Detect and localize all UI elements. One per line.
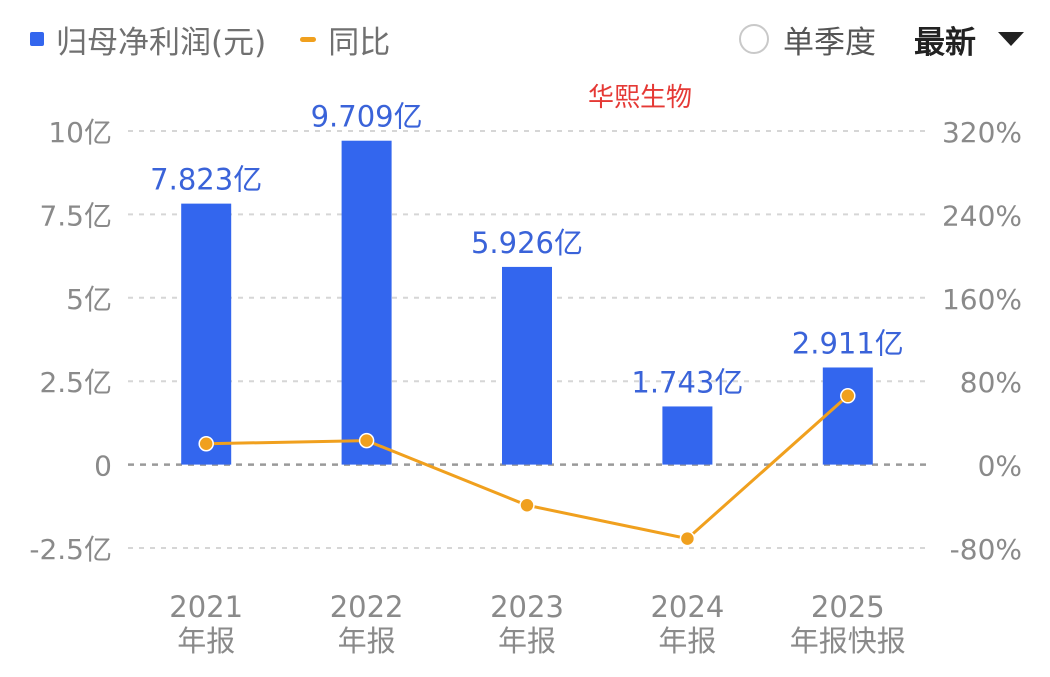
yoy-point bbox=[198, 436, 214, 452]
x-tick-label-type: 年报 bbox=[338, 624, 396, 658]
x-tick-label-year: 2025 bbox=[811, 590, 885, 624]
bar bbox=[662, 406, 713, 465]
y-right-tick-label: -80% bbox=[950, 533, 1022, 566]
bar bbox=[502, 266, 552, 465]
period-select[interactable]: 最新 bbox=[914, 17, 1024, 62]
bar-data-label: 1.743亿 bbox=[631, 365, 743, 399]
y-left-tick-label: -2.5亿 bbox=[29, 533, 112, 566]
bar bbox=[181, 203, 232, 465]
x-tick-label-type: 年报 bbox=[177, 624, 235, 658]
y-right-tick-label: 240% bbox=[942, 199, 1022, 232]
bar-data-label: 2.911亿 bbox=[792, 326, 904, 360]
bar-swatch-icon bbox=[30, 32, 44, 46]
y-left-tick-label: 2.5亿 bbox=[39, 366, 112, 399]
quarter-radio[interactable] bbox=[739, 24, 769, 54]
x-tick-label-type: 年报快报 bbox=[790, 624, 906, 658]
bar-data-label: 7.823亿 bbox=[150, 163, 262, 197]
yoy-point bbox=[840, 388, 856, 404]
x-tick-label-type: 年报 bbox=[498, 624, 556, 658]
quarter-label[interactable]: 单季度 bbox=[783, 24, 876, 61]
x-tick-label-year: 2022 bbox=[330, 590, 404, 624]
bar-data-label: 5.926亿 bbox=[471, 226, 583, 260]
legend-label-net-profit: 归母净利润(元) bbox=[56, 24, 267, 61]
y-right-tick-label: 320% bbox=[942, 116, 1022, 149]
chevron-down-icon bbox=[998, 32, 1024, 46]
y-left-tick-label: 0 bbox=[94, 450, 112, 483]
bar-data-label: 9.709亿 bbox=[311, 100, 423, 134]
legend: 归母净利润(元) 同比 bbox=[30, 14, 424, 64]
yoy-point bbox=[358, 432, 375, 449]
x-tick-label-year: 2024 bbox=[650, 590, 724, 624]
bar bbox=[822, 367, 873, 465]
bar bbox=[341, 140, 392, 465]
line-swatch-icon bbox=[300, 36, 317, 42]
x-tick-label-year: 2023 bbox=[490, 590, 564, 624]
watermark-label: 华熙生物 bbox=[588, 83, 692, 113]
y-right-tick-label: 0% bbox=[978, 450, 1022, 483]
yoy-point bbox=[679, 530, 696, 547]
legend-label-yoy: 同比 bbox=[328, 24, 391, 61]
x-tick-label-type: 年报 bbox=[658, 624, 716, 658]
legend-item-net-profit[interactable]: 归母净利润(元) bbox=[30, 17, 266, 62]
y-left-tick-label: 10亿 bbox=[48, 116, 112, 149]
yoy-point bbox=[519, 497, 535, 514]
legend-item-yoy[interactable]: 同比 bbox=[300, 17, 390, 62]
x-tick-label-year: 2021 bbox=[169, 590, 243, 624]
y-right-tick-label: 160% bbox=[942, 283, 1022, 316]
y-left-tick-label: 5亿 bbox=[66, 283, 112, 316]
y-right-tick-label: 80% bbox=[960, 366, 1022, 399]
chart-controls: 单季度 最新 bbox=[739, 14, 1024, 64]
y-left-tick-label: 7.5亿 bbox=[39, 199, 112, 232]
period-label: 最新 bbox=[914, 24, 976, 61]
